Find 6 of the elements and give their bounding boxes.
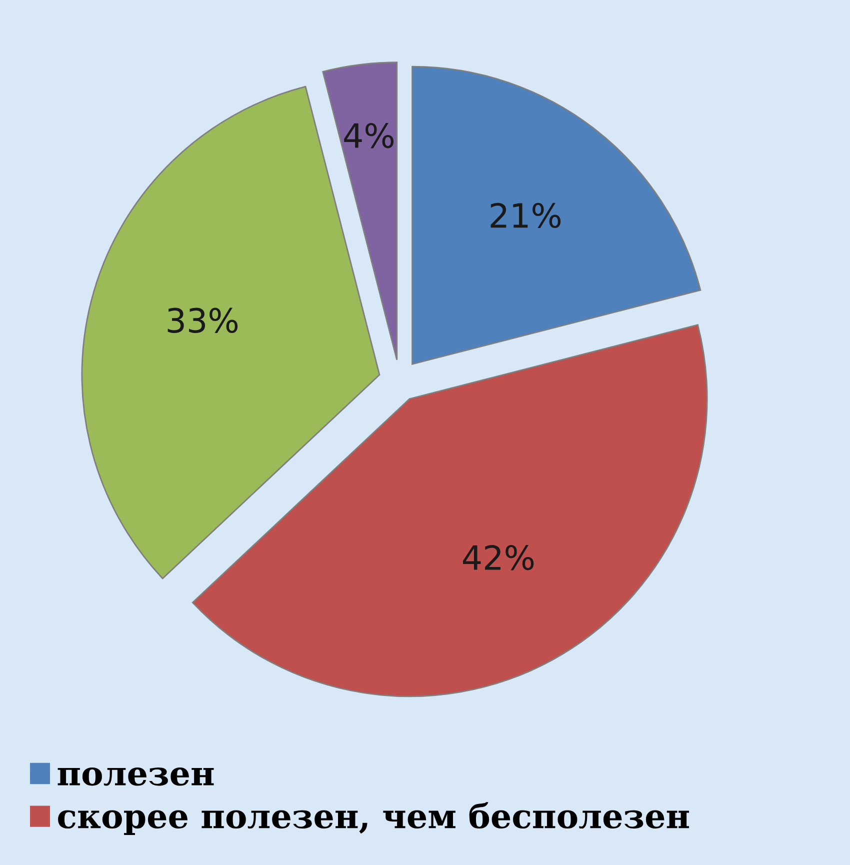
data-label: 33% <box>168 308 238 333</box>
data-label: 21% <box>490 202 561 228</box>
legend-label: скорее полезен, чем бесполезен <box>58 802 690 835</box>
legend-label: полезен <box>58 767 214 786</box>
data-label: 4% <box>344 122 394 148</box>
data-label: 42% <box>463 544 534 570</box>
